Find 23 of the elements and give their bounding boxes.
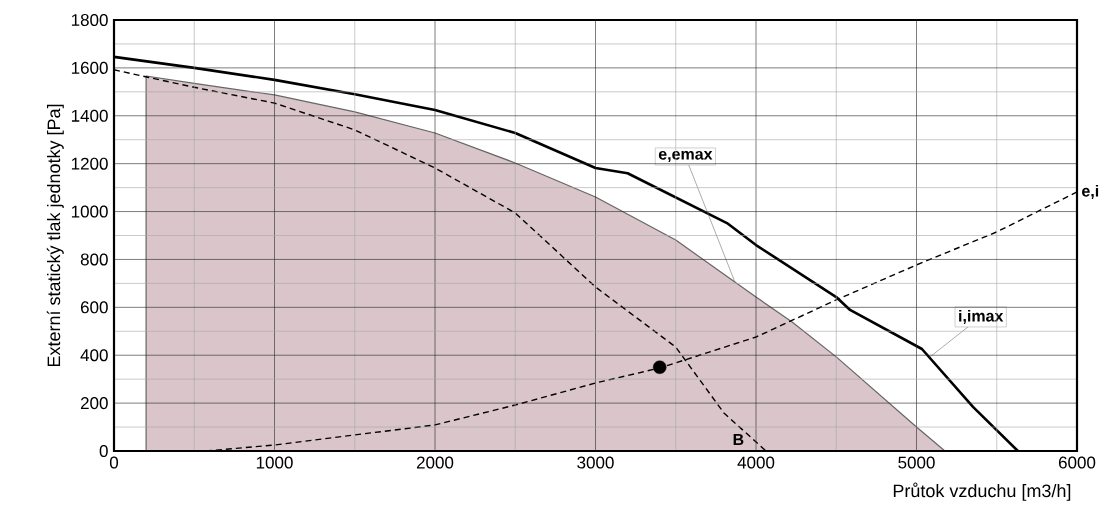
y-tick-label: 1600 <box>71 61 108 74</box>
x-tick-label: 0 <box>109 456 119 469</box>
text: e,i <box>1082 184 1099 199</box>
x-tick-label: 4000 <box>737 456 775 469</box>
y-tick-label: 600 <box>80 301 108 314</box>
y-tick-label: 0 <box>99 444 108 458</box>
x-tick-label: 5000 <box>898 456 935 469</box>
y-tick-label: 400 <box>80 349 108 362</box>
x-tick-label: 6000 <box>1058 456 1096 469</box>
y-tick-label: 800 <box>80 253 108 266</box>
annotation: e,emax <box>658 150 713 163</box>
x-axis-title: Průtok vzduchu [m3/h] <box>893 482 1071 501</box>
y-axis-title: Externí statický tlak jednotky [Pa] <box>46 104 64 367</box>
annotation: B <box>733 434 744 446</box>
x-tick-label: 2000 <box>416 456 454 469</box>
y-tick-label: 1200 <box>71 157 108 170</box>
y-tick-label: 1000 <box>71 205 108 218</box>
y-tick-label: 1800 <box>71 13 108 27</box>
x-tick-label: 3000 <box>577 456 614 469</box>
annotation: i,imax <box>959 309 1004 324</box>
y-tick-label: 1400 <box>71 109 108 122</box>
y-tick-label: 200 <box>80 397 108 410</box>
x-tick-label: 1000 <box>256 456 293 469</box>
